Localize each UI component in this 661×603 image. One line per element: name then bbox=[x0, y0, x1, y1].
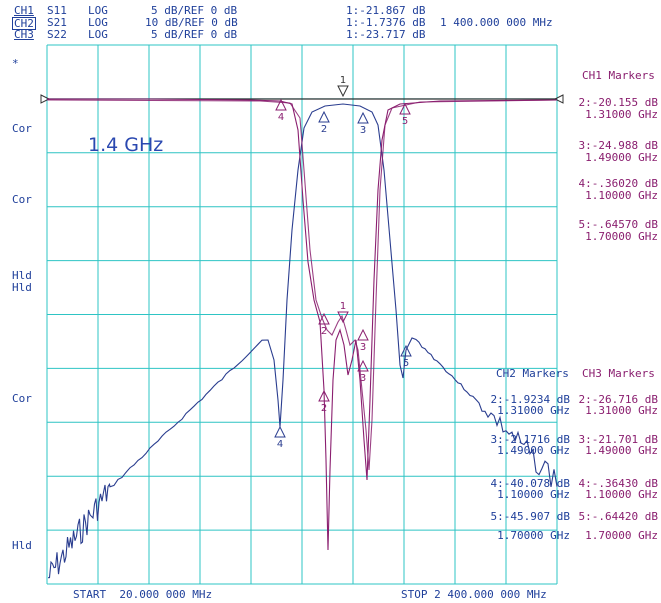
marker-freq: 1.10000 GHz bbox=[585, 189, 658, 202]
marker-triangle bbox=[399, 102, 411, 115]
marker-value: 5:-.64570 dB bbox=[578, 218, 658, 231]
channel-label[interactable]: CH3 bbox=[14, 28, 34, 41]
format-label: LOG bbox=[88, 4, 108, 17]
marker-triangle bbox=[318, 110, 330, 123]
marker-number: 3 bbox=[360, 373, 366, 384]
s22-trace bbox=[46, 99, 558, 471]
parameter-label: S11 bbox=[47, 4, 67, 17]
marker-freq: 1.49000 GHz bbox=[585, 151, 658, 164]
marker-triangle bbox=[400, 344, 412, 357]
parameter-label: S21 bbox=[47, 16, 67, 29]
format-label: LOG bbox=[88, 16, 108, 29]
graticule bbox=[46, 44, 558, 585]
marker-triangle bbox=[318, 312, 330, 325]
marker-value: 3:-24.988 dB bbox=[578, 139, 658, 152]
marker-triangle bbox=[337, 85, 349, 98]
marker-triangle bbox=[337, 311, 349, 324]
marker-number: 4 bbox=[277, 439, 283, 450]
marker-frequency: 1 400.000 000 MHz bbox=[440, 16, 553, 29]
marker-value: 3:-21.701 dB bbox=[578, 433, 658, 446]
status-asterisk: * bbox=[12, 57, 19, 70]
parameter-label: S22 bbox=[47, 28, 67, 41]
marker-readout: 1:-21.867 dB bbox=[346, 4, 426, 17]
status-hld: Hld bbox=[12, 539, 32, 552]
format-label: LOG bbox=[88, 28, 108, 41]
marker-freq: 1.31000 GHz bbox=[497, 404, 570, 417]
reference-right-arrow bbox=[553, 94, 564, 104]
marker-value: 2:-26.716 dB bbox=[578, 393, 658, 406]
status-cor: Cor bbox=[12, 392, 32, 405]
marker-freq: 1.70000 GHz bbox=[497, 529, 570, 542]
marker-freq: 1.31000 GHz bbox=[585, 404, 658, 417]
reference-left-arrow bbox=[40, 94, 51, 104]
marker-freq: 1.49000 GHz bbox=[585, 444, 658, 457]
marker-value: 3:-2.1716 dB bbox=[490, 433, 570, 446]
marker-value: 5:-.64420 dB bbox=[578, 510, 658, 523]
status-hld: Hld bbox=[12, 281, 32, 294]
marker-number: 5 bbox=[402, 116, 408, 127]
marker-number: 1 bbox=[340, 75, 346, 86]
start-frequency: START 20.000 000 MHz bbox=[73, 588, 213, 601]
marker-value: 2:-20.155 dB bbox=[578, 96, 658, 109]
scale-label: 5 dB/REF 0 dB bbox=[151, 4, 238, 17]
marker-number: 4 bbox=[278, 112, 284, 123]
marker-freq: 1.31000 GHz bbox=[585, 108, 658, 121]
marker-freq: 1.70000 GHz bbox=[585, 230, 658, 243]
panel-title: CH1 Markers bbox=[582, 69, 655, 82]
marker-number: 3 bbox=[360, 342, 366, 353]
marker-number: 3 bbox=[360, 125, 366, 136]
s11-trace bbox=[47, 98, 558, 551]
channel-label[interactable]: CH1 bbox=[14, 4, 34, 17]
marker-number: 2 bbox=[321, 326, 327, 337]
marker-triangle bbox=[318, 389, 330, 402]
status-cor: Cor bbox=[12, 122, 32, 135]
marker-value: 2:-1.9234 dB bbox=[490, 393, 570, 406]
marker-freq: 1.70000 GHz bbox=[585, 529, 658, 542]
marker-number: 1 bbox=[340, 301, 346, 312]
s21-trace bbox=[47, 103, 558, 579]
stop-frequency: STOP 2 400.000 000 MHz bbox=[401, 588, 547, 601]
scale-label: 5 dB/REF 0 dB bbox=[151, 28, 238, 41]
scale-label: 10 dB/REF 0 dB bbox=[145, 16, 238, 29]
status-cor: Cor bbox=[12, 193, 32, 206]
marker-number: 2 bbox=[321, 403, 327, 414]
marker-freq: 1.10000 GHz bbox=[497, 488, 570, 501]
marker-triangle bbox=[357, 328, 369, 341]
marker-triangle bbox=[357, 111, 369, 124]
marker-triangle bbox=[275, 98, 287, 111]
marker-value: 4:-40.078 dB bbox=[490, 477, 570, 490]
panel-title: CH2 Markers bbox=[496, 367, 569, 380]
status-hld: Hld bbox=[12, 269, 32, 282]
marker-freq: 1.10000 GHz bbox=[585, 488, 658, 501]
marker-number: 5 bbox=[403, 358, 409, 369]
marker-triangle bbox=[357, 359, 369, 372]
marker-triangle bbox=[274, 425, 286, 438]
marker-value: 5:-45.907 dB bbox=[490, 510, 570, 523]
panel-title: CH3 Markers bbox=[582, 367, 655, 380]
channel-label-active[interactable]: CH2 bbox=[12, 17, 36, 30]
marker-number: 2 bbox=[321, 124, 327, 135]
marker-readout: 1:-1.7376 dB bbox=[346, 16, 426, 29]
trace-markers: 1 2 3 4 5 1 2 3 2 3 4 5 bbox=[274, 75, 412, 450]
marker-value: 4:-.36020 dB bbox=[578, 177, 658, 190]
marker-readout: 1:-23.717 dB bbox=[346, 28, 426, 41]
marker-freq: 1.49000 GHz bbox=[497, 444, 570, 457]
traces bbox=[40, 94, 564, 579]
frequency-annotation: 1.4 GHz bbox=[88, 134, 164, 156]
marker-value: 4:-.36430 dB bbox=[578, 477, 658, 490]
